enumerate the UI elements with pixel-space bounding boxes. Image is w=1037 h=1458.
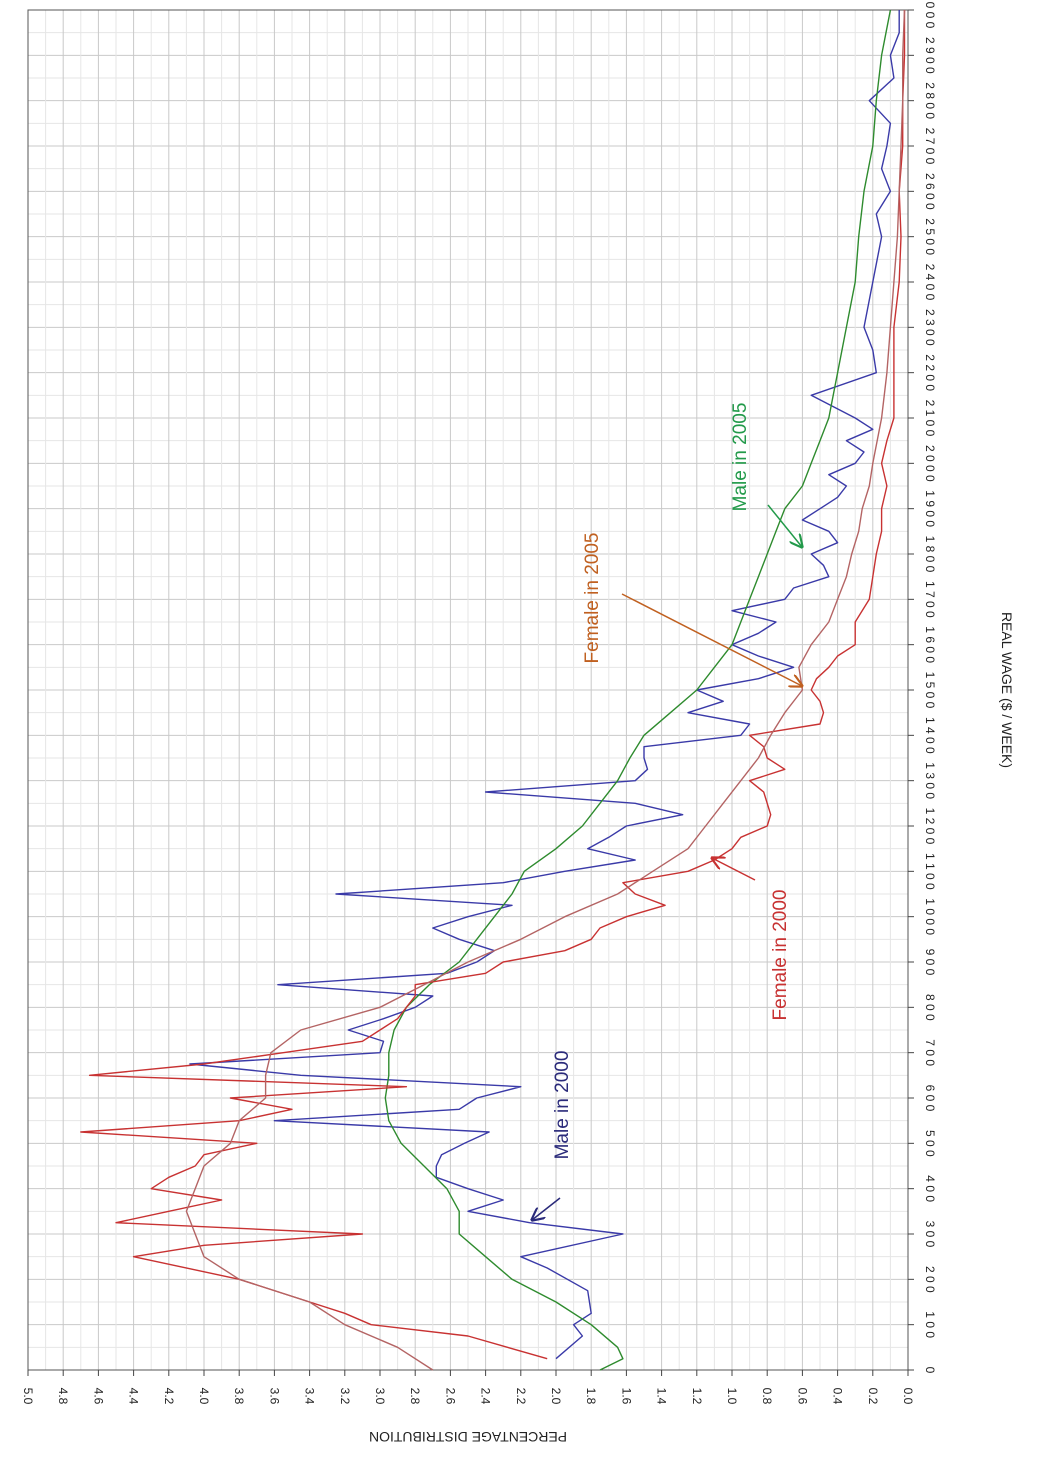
- x-tick-label: 2 5 0 0: [923, 218, 937, 255]
- y-tick-label: 0.6: [795, 1388, 809, 1405]
- x-tick-label: 1 0 0: [923, 1311, 937, 1338]
- y-tick-label: 4.6: [91, 1388, 105, 1405]
- y-tick-label: 4.2: [162, 1388, 176, 1405]
- y-tick-label: 3.6: [267, 1388, 281, 1405]
- x-axis: 0 1 0 0 2 0 0 3 0 0 4 0 0 5 0 0 6 0 0 7 0 0 8 0 …: [908, 0, 937, 1374]
- x-tick-label: 2 7 0 0: [923, 128, 937, 165]
- annotation-arrow: [712, 858, 756, 881]
- x-tick-label: 8 0 0: [923, 994, 937, 1021]
- x-tick-label: 1 6 0 0: [923, 626, 937, 663]
- y-tick-label: 0.0: [901, 1388, 915, 1405]
- x-tick-label: 6 0 0: [923, 1085, 937, 1112]
- y-tick-label: 4.0: [197, 1388, 211, 1405]
- x-tick-label: 2 0 0 0: [923, 445, 937, 482]
- y-tick-label: 2.0: [549, 1388, 563, 1405]
- x-tick-label: 1 2 0 0: [923, 808, 937, 845]
- grid: [27, 9, 909, 1371]
- y-tick-label: 2.4: [479, 1388, 493, 1405]
- y-tick-label: 3.8: [232, 1388, 246, 1405]
- y-tick-label: 2.2: [514, 1388, 528, 1405]
- x-tick-label: 1 3 0 0: [923, 762, 937, 799]
- series-line-male-in-2005: [384, 9, 892, 1371]
- x-axis-label: REAL WAGE ($ / WEEK): [999, 612, 1015, 768]
- x-tick-label: 2 2 0 0: [923, 354, 937, 391]
- x-tick-label: 2 0 0: [923, 1266, 937, 1293]
- annotation-label: Female in 2005: [582, 533, 603, 664]
- x-tick-label: 1 5 0 0: [923, 672, 937, 709]
- y-tick-label: 3.2: [338, 1388, 352, 1405]
- y-axis-label: PERCENTAGE DISTRIBUTION: [369, 1429, 567, 1445]
- annotation-label: Male in 2005: [730, 403, 751, 512]
- x-tick-label: 9 0 0: [923, 949, 937, 976]
- y-tick-label: 3.0: [373, 1388, 387, 1405]
- y-tick-label: 4.8: [56, 1388, 70, 1405]
- series-line-female-in-2005: [185, 9, 906, 1371]
- x-tick-label: 2 3 0 0: [923, 309, 937, 346]
- x-tick-label: 1 1 0 0: [923, 853, 937, 890]
- x-tick-label: 1 8 0 0: [923, 536, 937, 573]
- x-tick-label: 0: [923, 1367, 937, 1374]
- y-tick-label: 1.6: [619, 1388, 633, 1405]
- y-axis: 0.0 0.2 0.4 0.6 0.8 1.0 1.2 1.4 1.6 1.8 2.0 2.2 2.4 2…: [21, 1370, 915, 1405]
- y-tick-label: 5.0: [21, 1388, 35, 1405]
- x-tick-label: 2 9 0 0: [923, 37, 937, 74]
- annotation-arrow: [767, 504, 802, 547]
- y-tick-label: 3.4: [303, 1388, 317, 1405]
- y-tick-label: 1.8: [584, 1388, 598, 1405]
- annotation-label: Male in 2000: [552, 1051, 573, 1160]
- x-tick-label: 2 6 0 0: [923, 173, 937, 210]
- y-tick-label: 0.8: [760, 1388, 774, 1405]
- x-tick-label: 1 9 0 0: [923, 490, 937, 527]
- y-tick-label: 1.2: [690, 1388, 704, 1405]
- x-tick-label: 3 0 0 0: [923, 0, 937, 29]
- y-tick-label: 1.0: [725, 1388, 739, 1405]
- annotation-arrow: [532, 1197, 561, 1220]
- y-tick-label: 0.2: [866, 1388, 880, 1405]
- x-tick-label: 2 1 0 0: [923, 400, 937, 437]
- y-tick-label: 2.8: [408, 1388, 422, 1405]
- series-line-female-in-2000: [80, 10, 906, 1360]
- x-tick-label: 1 4 0 0: [923, 717, 937, 754]
- annotations: Male in 2000 Male in 2005 Female in 2005 Fe…: [532, 403, 802, 1220]
- x-tick-label: 3 0 0: [923, 1221, 937, 1248]
- x-tick-label: 2 8 0 0: [923, 82, 937, 119]
- y-tick-label: 4.4: [127, 1388, 141, 1405]
- y-tick-label: 1.4: [655, 1388, 669, 1405]
- y-tick-label: 2.6: [443, 1388, 457, 1405]
- x-tick-label: 4 0 0: [923, 1175, 937, 1202]
- series-layer: [80, 9, 906, 1371]
- annotation-arrow: [621, 593, 802, 686]
- series-line-male-in-2000: [189, 10, 900, 1360]
- x-tick-label: 1 7 0 0: [923, 581, 937, 618]
- x-tick-label: 1 0 0 0: [923, 898, 937, 935]
- y-tick-label: 0.4: [831, 1388, 845, 1405]
- x-tick-label: 2 4 0 0: [923, 264, 937, 301]
- x-tick-label: 7 0 0: [923, 1039, 937, 1066]
- annotation-label: Female in 2000: [770, 890, 791, 1021]
- x-tick-label: 5 0 0: [923, 1130, 937, 1157]
